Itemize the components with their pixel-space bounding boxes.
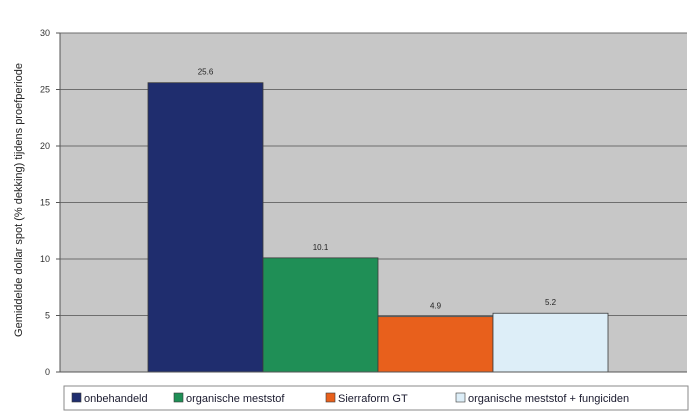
legend-label-3: Sierraform GT: [338, 393, 408, 405]
legend-box: [63, 385, 689, 411]
legend-swatch-1: [71, 392, 82, 403]
bars: [147, 82, 609, 373]
legend-swatch-2: [173, 392, 184, 403]
y-tick-label: 25: [40, 85, 50, 95]
bar-4: [492, 312, 609, 373]
data-labels: 25.6 10.1 4.9 5.2: [198, 68, 557, 311]
data-label-3: 4.9: [430, 302, 442, 311]
legend-swatch-3: [325, 392, 336, 403]
y-axis-label: Gemiddelde dollar spot (% dekking) tijde…: [13, 63, 25, 337]
y-tick-label: 0: [45, 367, 50, 377]
y-tick-label: 15: [40, 198, 50, 208]
legend-label-2: organische meststof: [186, 393, 285, 405]
y-axis-ticks: 0 5 10 15 20 25 30: [40, 28, 60, 377]
y-tick-label: 30: [40, 28, 50, 38]
bar-2: [262, 257, 379, 373]
legend: onbehandeld organische meststof Sierraform…: [71, 392, 629, 405]
bar-3: [377, 316, 494, 373]
y-tick-label: 20: [40, 141, 50, 151]
data-label-1: 25.6: [198, 68, 214, 77]
bar-1: [147, 82, 264, 373]
legend-label-1: onbehandeld: [84, 393, 148, 405]
data-label-2: 10.1: [313, 243, 329, 252]
legend-label-4: organische meststof + fungiciden: [468, 393, 629, 405]
y-tick-label: 10: [40, 254, 50, 264]
legend-swatch-4: [455, 392, 466, 403]
y-tick-label: 5: [45, 311, 50, 321]
data-label-4: 5.2: [545, 298, 557, 307]
